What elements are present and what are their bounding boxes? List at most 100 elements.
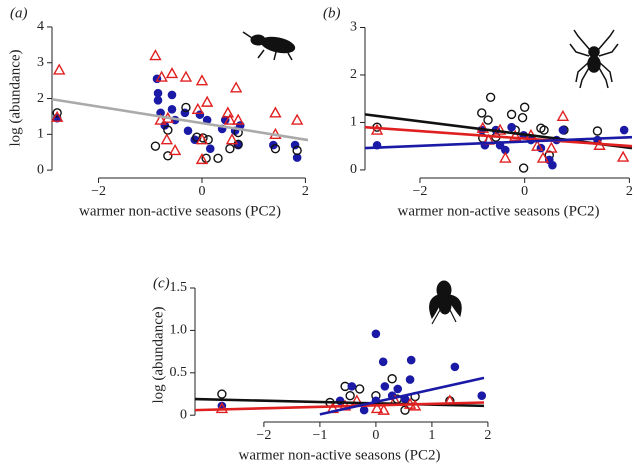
point bbox=[506, 109, 517, 120]
point bbox=[195, 133, 209, 145]
y-tick-label: 4 bbox=[37, 19, 44, 34]
point bbox=[483, 115, 493, 125]
point bbox=[519, 102, 530, 112]
x-tick-label: −2 bbox=[256, 428, 271, 443]
fit-line bbox=[364, 135, 633, 150]
panel: (b) −2 0 2 0 1 2 3 warmer non-active seasons (PC… bbox=[323, 5, 633, 219]
beetle-icon bbox=[242, 31, 296, 61]
point bbox=[359, 405, 369, 415]
point bbox=[377, 403, 390, 415]
y-tick-label: 0 bbox=[37, 162, 44, 177]
point bbox=[485, 92, 496, 102]
point bbox=[387, 374, 397, 384]
point bbox=[290, 113, 304, 125]
point bbox=[507, 122, 516, 132]
point bbox=[406, 355, 416, 365]
point bbox=[150, 141, 161, 151]
point bbox=[160, 133, 174, 145]
point bbox=[400, 405, 410, 415]
point bbox=[517, 113, 528, 123]
point bbox=[270, 143, 281, 154]
point bbox=[52, 108, 62, 118]
point bbox=[345, 391, 355, 401]
spider-icon bbox=[569, 29, 619, 89]
point bbox=[380, 382, 390, 391]
point bbox=[405, 375, 415, 384]
point bbox=[539, 125, 549, 135]
point bbox=[167, 104, 177, 114]
fit-line bbox=[194, 401, 485, 412]
point bbox=[292, 145, 302, 156]
point bbox=[370, 401, 384, 414]
panel-label: (b) bbox=[323, 5, 341, 21]
point bbox=[195, 152, 209, 165]
point bbox=[370, 123, 384, 135]
point bbox=[393, 384, 403, 394]
point bbox=[592, 126, 603, 136]
point bbox=[558, 125, 568, 135]
point bbox=[536, 151, 550, 163]
x-tick-label: 1 bbox=[428, 428, 435, 443]
point bbox=[231, 113, 245, 125]
x-tick-label: 2 bbox=[484, 428, 491, 443]
point bbox=[53, 63, 66, 75]
x-tick-label: −1 bbox=[312, 428, 327, 443]
point bbox=[518, 163, 529, 173]
point bbox=[378, 357, 388, 367]
y-tick-label: 0 bbox=[180, 407, 187, 422]
x-axis-title: warmer non-active seasons (PC2) bbox=[79, 203, 281, 219]
x-tick-label: 2 bbox=[626, 184, 633, 199]
point bbox=[450, 362, 460, 372]
y-tick-label: 3 bbox=[350, 20, 357, 35]
point bbox=[163, 125, 173, 135]
x-tick-label: 2 bbox=[302, 184, 309, 199]
x-tick-label: −2 bbox=[413, 184, 428, 199]
x-tick-label: 0 bbox=[372, 428, 379, 443]
point bbox=[205, 144, 215, 153]
y-tick-label: 1 bbox=[350, 115, 357, 130]
y-tick-label: 1.0 bbox=[170, 323, 188, 338]
point bbox=[149, 49, 162, 61]
panel-label: (a) bbox=[10, 5, 28, 21]
point bbox=[499, 151, 512, 163]
point bbox=[167, 90, 177, 100]
x-axis-title: warmer non-active seasons (PC2) bbox=[397, 203, 599, 219]
point bbox=[371, 329, 381, 339]
panel: (c) −2 −1 0 1 2 0 0.5 1.0 1.5 warmer non-active se… bbox=[150, 275, 491, 463]
point bbox=[616, 150, 630, 162]
y-tick-label: 1 bbox=[37, 127, 44, 142]
fly-icon bbox=[429, 280, 462, 325]
point bbox=[531, 139, 544, 151]
x-axis-title: warmer non-active seasons (PC2) bbox=[238, 447, 440, 463]
point bbox=[493, 123, 507, 135]
point bbox=[477, 391, 487, 401]
point bbox=[223, 113, 237, 125]
point bbox=[183, 126, 193, 136]
point bbox=[165, 67, 179, 79]
fit-line bbox=[51, 97, 309, 142]
point bbox=[347, 382, 357, 391]
y-tick-label: 3 bbox=[37, 55, 44, 70]
point bbox=[548, 160, 557, 170]
point bbox=[477, 108, 487, 118]
panel-label: (c) bbox=[153, 275, 170, 291]
point bbox=[163, 151, 173, 161]
panel: (a) −2 0 2 0 1 2 3 4 warmer non-active seasons (P… bbox=[7, 5, 308, 219]
point bbox=[191, 102, 205, 114]
y-axis-title: log (abundance) bbox=[7, 49, 23, 146]
point bbox=[213, 153, 223, 164]
point bbox=[155, 70, 168, 82]
point bbox=[556, 109, 570, 121]
fit-line bbox=[319, 376, 485, 416]
point bbox=[200, 95, 214, 107]
point bbox=[215, 401, 229, 414]
point bbox=[154, 113, 167, 125]
y-axis-title: log (abundance) bbox=[150, 306, 166, 403]
point bbox=[153, 96, 163, 105]
y-tick-label: 2 bbox=[350, 67, 357, 82]
x-tick-label: −2 bbox=[91, 184, 106, 199]
point bbox=[221, 106, 235, 118]
point bbox=[198, 133, 208, 143]
point bbox=[50, 110, 64, 122]
